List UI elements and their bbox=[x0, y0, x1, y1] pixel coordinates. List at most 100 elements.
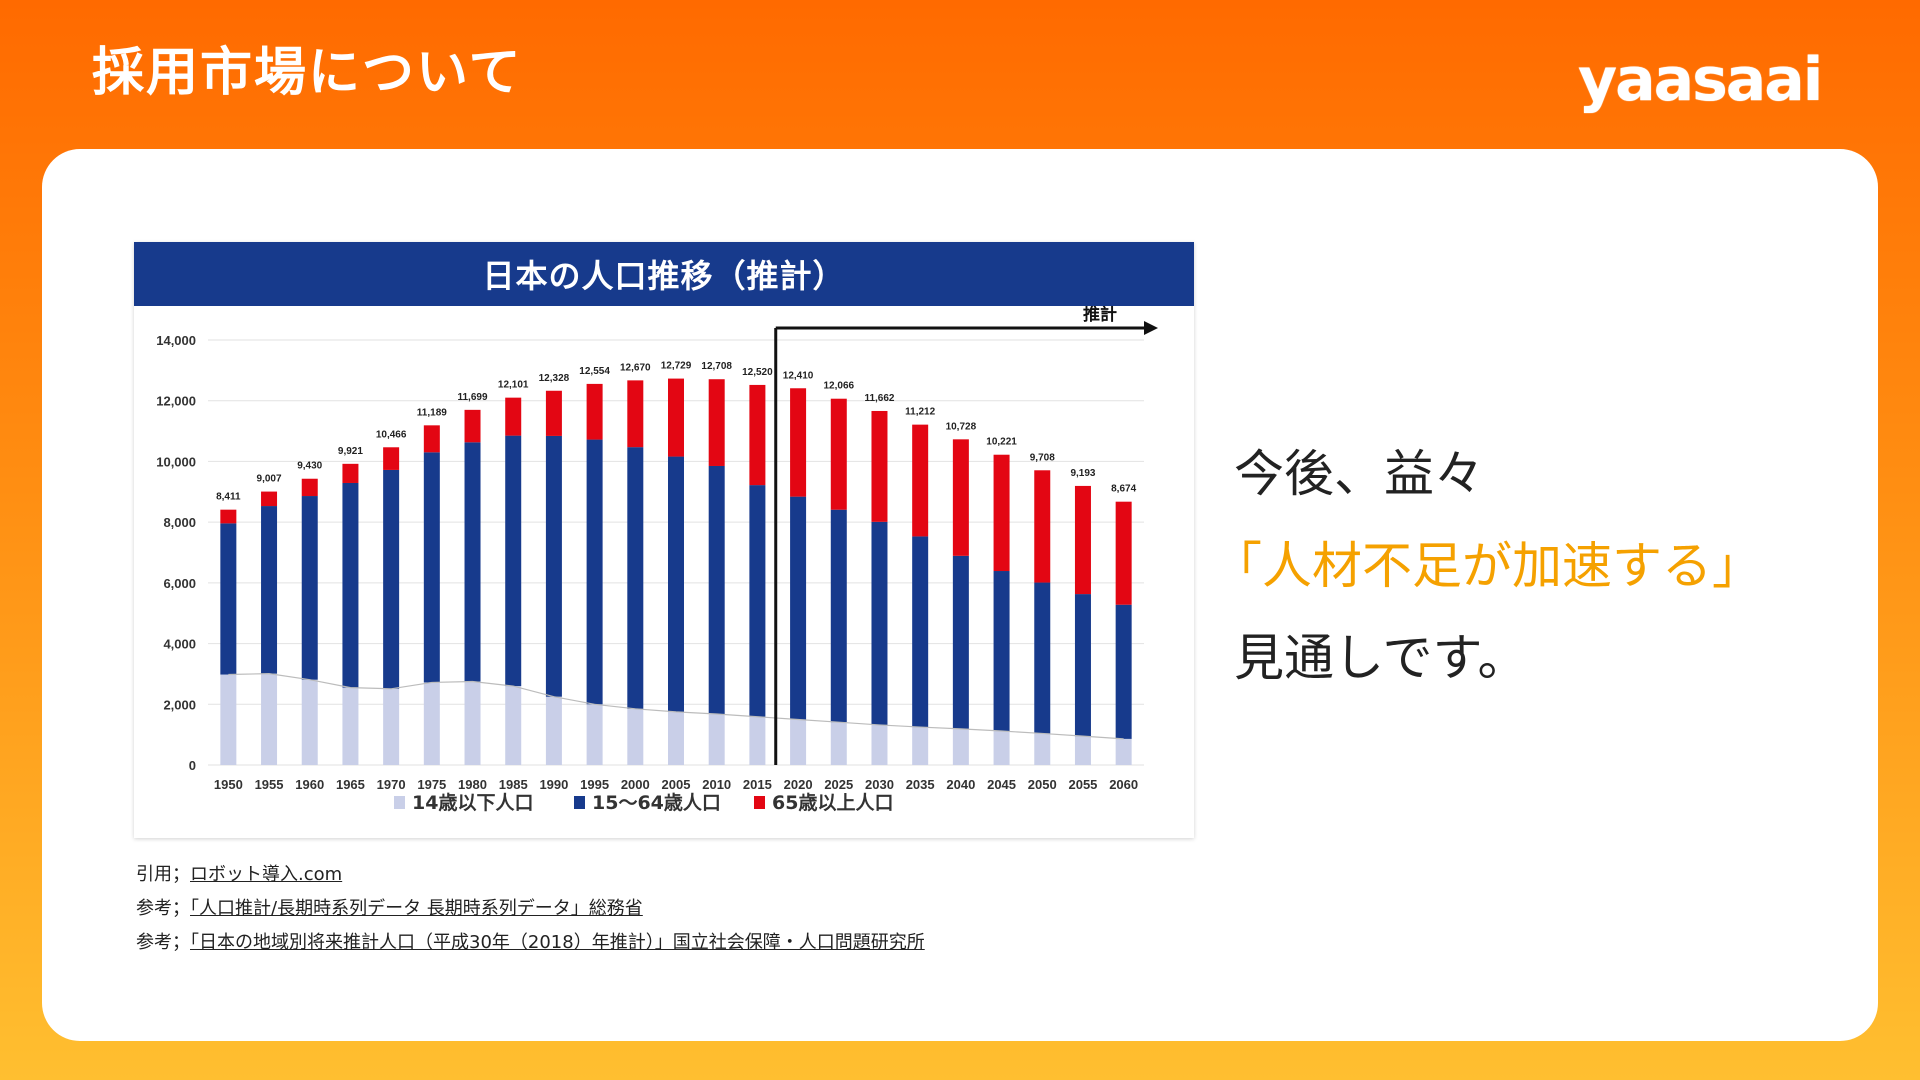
bar-segment bbox=[1115, 738, 1132, 765]
total-data-label: 12,410 bbox=[783, 370, 814, 381]
bar-segment bbox=[545, 435, 562, 697]
total-data-label: 11,699 bbox=[457, 392, 487, 403]
x-tick-label: 1970 bbox=[377, 777, 406, 792]
bar-segment bbox=[383, 447, 400, 470]
x-tick-label: 1950 bbox=[214, 777, 243, 792]
total-data-label: 12,328 bbox=[539, 373, 570, 384]
total-data-label: 8,411 bbox=[216, 492, 241, 503]
bar-segment bbox=[993, 731, 1010, 765]
x-tick-label: 1955 bbox=[255, 777, 284, 792]
bar-segment bbox=[668, 711, 684, 765]
message-line-accent: 「人材不足が加速する」 bbox=[1212, 537, 1762, 595]
bar-segment bbox=[586, 439, 603, 705]
bar-segment bbox=[749, 384, 766, 486]
bar-segment bbox=[1115, 501, 1132, 605]
bar-segment bbox=[261, 673, 278, 765]
total-data-label: 9,007 bbox=[257, 474, 282, 485]
x-tick-label: 1965 bbox=[336, 777, 365, 792]
legend-label: 15〜64歳人口 bbox=[592, 792, 721, 814]
bar-segment bbox=[790, 719, 807, 765]
total-data-label: 12,729 bbox=[661, 361, 692, 372]
message-block: 今後、益々 「人材不足が加速する」 見通しです。 bbox=[1212, 428, 1854, 704]
x-tick-label: 2025 bbox=[824, 777, 853, 792]
reference-prefix: 参考； bbox=[136, 898, 190, 919]
y-tick-label: 2,000 bbox=[163, 697, 196, 712]
x-tick-label: 2055 bbox=[1068, 777, 1097, 792]
bar-segment bbox=[464, 681, 481, 765]
bar-segment bbox=[342, 463, 359, 483]
total-data-label: 12,066 bbox=[823, 381, 854, 392]
legend-swatch bbox=[574, 796, 585, 809]
reference-line: 参考；「日本の地域別将来推計人口（平成30年（2018）年推計）」国立社会保障・… bbox=[136, 926, 925, 960]
x-tick-label: 1960 bbox=[295, 777, 324, 792]
bar-segment bbox=[261, 491, 278, 507]
x-tick-label: 1995 bbox=[580, 777, 609, 792]
bar-segment bbox=[301, 679, 318, 765]
bar-segment bbox=[1074, 485, 1091, 595]
y-tick-label: 8,000 bbox=[163, 515, 196, 530]
total-data-label: 11,662 bbox=[864, 393, 894, 404]
bar-segment bbox=[1034, 582, 1051, 734]
y-tick-label: 14,000 bbox=[156, 333, 196, 348]
bar-segment bbox=[627, 708, 644, 765]
total-data-label: 8,674 bbox=[1111, 484, 1136, 495]
total-data-label: 9,430 bbox=[297, 461, 322, 472]
total-data-label: 10,466 bbox=[376, 429, 407, 440]
bar-segment bbox=[708, 465, 725, 714]
legend-label: 14歳以下人口 bbox=[412, 792, 533, 814]
x-tick-label: 1985 bbox=[499, 777, 528, 792]
x-tick-label: 1990 bbox=[539, 777, 568, 792]
legend-swatch bbox=[394, 796, 405, 809]
reference-line: 引用；ロボット導入.com bbox=[136, 858, 925, 892]
bar-segment bbox=[1034, 733, 1051, 765]
y-tick-label: 0 bbox=[189, 758, 196, 773]
x-tick-label: 2010 bbox=[702, 777, 731, 792]
reference-link[interactable]: ロボット導入.com bbox=[190, 864, 343, 885]
total-data-label: 9,708 bbox=[1030, 452, 1055, 463]
bar-segment bbox=[830, 398, 847, 510]
brand-logo: yaasaai bbox=[1578, 40, 1868, 120]
reference-link[interactable]: 「日本の地域別将来推計人口（平成30年（2018）年推計）」国立社会保障・人口問… bbox=[190, 932, 925, 953]
x-tick-label: 1975 bbox=[417, 777, 446, 792]
bar-segment bbox=[505, 686, 522, 765]
total-data-label: 10,728 bbox=[946, 421, 977, 432]
total-data-label: 11,189 bbox=[417, 407, 447, 418]
y-tick-label: 4,000 bbox=[163, 637, 196, 652]
bar-segment bbox=[830, 509, 847, 723]
x-tick-label: 2045 bbox=[987, 777, 1016, 792]
bar-segment bbox=[790, 496, 807, 720]
reference-line: 参考；「人口推計/長期時系列データ 長期時系列データ」総務省 bbox=[136, 892, 925, 926]
bar-segment bbox=[871, 724, 888, 765]
bar-segment bbox=[423, 682, 440, 765]
chart-plot: 0 2,000 4,000 6,000 8,000 10,000 12,000 14,000 8… bbox=[156, 306, 1158, 814]
x-tick-label: 1980 bbox=[458, 777, 487, 792]
bar-segment bbox=[505, 397, 522, 436]
bar-segment bbox=[423, 452, 440, 683]
total-data-label: 12,554 bbox=[579, 366, 610, 377]
bar-segment bbox=[912, 727, 929, 765]
total-data-label: 9,193 bbox=[1070, 468, 1095, 479]
x-tick-label: 2060 bbox=[1109, 777, 1138, 792]
total-data-label: 11,212 bbox=[905, 407, 935, 418]
total-data-label: 12,101 bbox=[498, 380, 529, 391]
reference-link[interactable]: 「人口推計/長期時系列データ 長期時系列データ」総務省 bbox=[190, 898, 643, 919]
total-data-label: 10,221 bbox=[986, 437, 1017, 448]
x-tick-label: 2035 bbox=[906, 777, 935, 792]
bar-segment bbox=[627, 380, 644, 448]
bar-segment bbox=[952, 728, 969, 765]
x-tick-label: 2050 bbox=[1028, 777, 1057, 792]
bar-segment bbox=[871, 410, 888, 522]
reference-prefix: 引用； bbox=[136, 864, 190, 885]
legend-swatch bbox=[754, 796, 765, 809]
bar-segment bbox=[993, 571, 1010, 731]
bar-segment bbox=[383, 688, 400, 765]
projection-label: 推計 bbox=[1083, 306, 1117, 325]
bar-segment bbox=[342, 482, 359, 688]
bar-segment bbox=[749, 485, 766, 717]
bar-segment bbox=[1115, 604, 1132, 739]
bar-segment bbox=[505, 435, 522, 687]
total-data-label: 12,670 bbox=[620, 362, 651, 373]
bar-segment bbox=[912, 536, 929, 728]
x-tick-label: 2020 bbox=[784, 777, 813, 792]
population-chart: 日本の人口推移（推計） 0 2,000 4,000 6,000 8,000 10,000 1… bbox=[134, 242, 1194, 838]
